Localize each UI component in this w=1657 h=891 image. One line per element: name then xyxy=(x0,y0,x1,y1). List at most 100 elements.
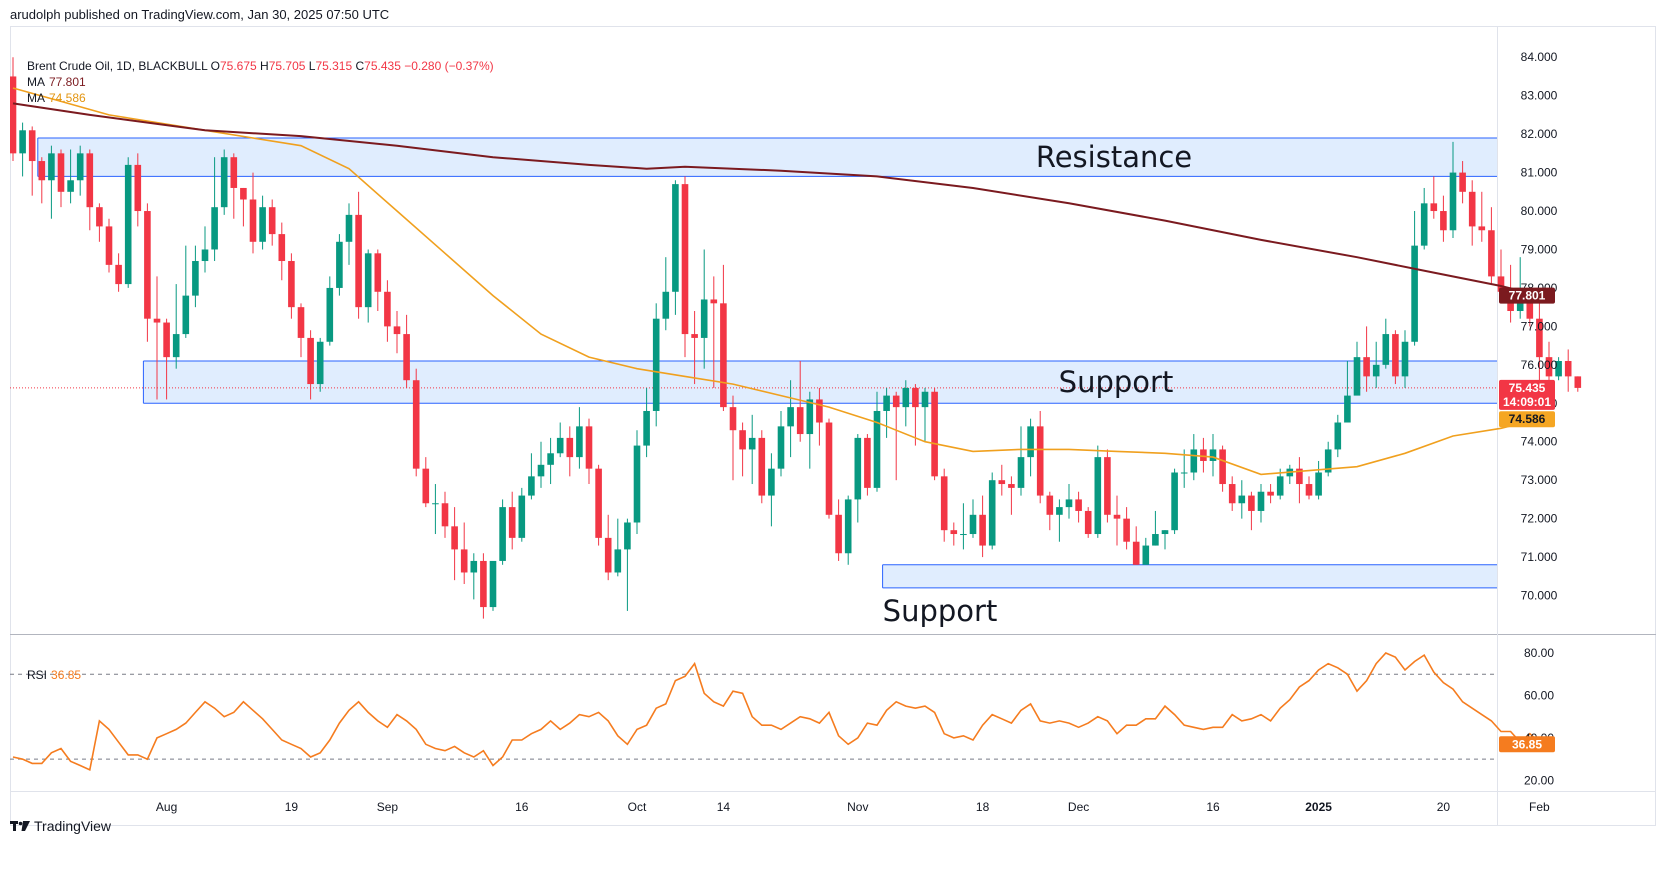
candle xyxy=(326,276,334,346)
rsi-legend[interactable]: RSI 36.85 xyxy=(27,667,81,683)
footer-brand-label: TradingView xyxy=(34,818,112,834)
candle-body xyxy=(115,264,122,285)
candle-body xyxy=(1008,484,1015,488)
candle-body xyxy=(950,530,958,535)
candle xyxy=(585,418,593,485)
candle-body xyxy=(1267,491,1274,496)
candle-body xyxy=(700,299,708,338)
candle xyxy=(739,422,746,477)
candle xyxy=(19,122,26,177)
candle-body xyxy=(988,480,996,546)
candle xyxy=(1478,191,1486,242)
candle-body xyxy=(1113,514,1121,519)
ma-slow-value: 77.801 xyxy=(49,75,86,89)
candle xyxy=(182,245,190,338)
candle xyxy=(1027,418,1034,477)
candle-body xyxy=(422,468,430,504)
candle-body xyxy=(1363,357,1370,377)
time-tick-label: 20 xyxy=(1437,800,1451,814)
time-tick-label: Sep xyxy=(377,800,399,814)
candle-body xyxy=(768,468,775,496)
candle-body xyxy=(220,157,228,208)
price-tick-label: 74.000 xyxy=(1521,435,1558,449)
candle-body xyxy=(566,437,574,458)
candle xyxy=(412,368,420,477)
candle xyxy=(643,387,650,458)
candle-body xyxy=(1190,449,1198,473)
candle xyxy=(1353,341,1361,396)
candle xyxy=(1046,491,1054,531)
candle-body xyxy=(1430,203,1438,212)
candle xyxy=(1334,414,1342,458)
candle xyxy=(422,457,430,508)
candle xyxy=(979,495,986,558)
candle xyxy=(652,303,660,427)
candle-body xyxy=(547,453,554,465)
candle-body xyxy=(652,318,660,411)
chart-border xyxy=(10,26,1656,826)
price-tick-label: 79.000 xyxy=(1521,242,1558,256)
candle-body xyxy=(288,261,295,308)
candle-body xyxy=(672,184,679,292)
candle xyxy=(1296,457,1303,504)
candle-body xyxy=(86,153,94,208)
time-tick-label: 16 xyxy=(515,800,529,814)
candle xyxy=(1238,480,1246,519)
candle-body xyxy=(1497,276,1505,292)
candle xyxy=(556,422,564,458)
candle-body xyxy=(1238,495,1246,504)
candle-body xyxy=(1296,468,1303,485)
candle-body xyxy=(1324,449,1332,473)
candle-body xyxy=(172,334,180,358)
candle xyxy=(288,253,295,319)
symbol-legend[interactable]: Brent Crude Oil, 1D, BLACKBULL O75.675 H… xyxy=(27,58,494,74)
footer-brand[interactable]: TradingView xyxy=(10,818,111,834)
zone-label-1: Support xyxy=(1059,365,1174,399)
candle-body xyxy=(1411,245,1418,342)
candle-body xyxy=(259,207,266,242)
candle-body xyxy=(1036,426,1044,496)
candle-body xyxy=(1449,172,1457,231)
candle xyxy=(633,430,641,535)
candle xyxy=(576,407,583,469)
candle-body xyxy=(825,422,833,515)
candle xyxy=(547,437,554,485)
candle xyxy=(1219,445,1226,492)
candle xyxy=(10,57,17,162)
candle xyxy=(681,176,689,358)
ma-slow-legend[interactable]: MA 77.801 xyxy=(27,74,86,90)
candle xyxy=(1468,180,1476,246)
candle-body xyxy=(268,207,276,235)
candle-body xyxy=(182,295,190,335)
candle xyxy=(172,284,180,369)
ma-fast-legend[interactable]: MA 74.586 xyxy=(27,90,86,106)
candle xyxy=(1123,507,1130,550)
candle xyxy=(777,410,785,477)
publisher-caption: arudolph published on TradingView.com, J… xyxy=(10,7,390,22)
time-tick-label: Dec xyxy=(1068,800,1089,814)
candle-body xyxy=(643,410,650,446)
candle xyxy=(1392,330,1399,385)
candle xyxy=(38,157,46,204)
chart-canvas[interactable]: Resistance Support Support 84.000 83.000 82.0… xyxy=(10,26,1656,852)
candle xyxy=(825,418,833,519)
time-tick-label: Aug xyxy=(156,800,177,814)
candle-body xyxy=(1459,172,1466,192)
last-price-tag-bg xyxy=(1499,379,1555,410)
candle xyxy=(1315,460,1322,500)
candle xyxy=(854,434,862,523)
candle-body xyxy=(470,560,478,573)
candle-body xyxy=(48,153,55,181)
candle-body xyxy=(1065,499,1073,508)
price-tick-label: 71.000 xyxy=(1521,550,1558,564)
candle-body xyxy=(633,445,641,523)
candle xyxy=(278,222,286,281)
candle xyxy=(921,387,929,442)
low-label: L xyxy=(308,59,316,73)
candle xyxy=(249,172,257,254)
candle xyxy=(1104,449,1111,523)
zone-box-1 xyxy=(143,360,1497,404)
candle xyxy=(28,126,36,196)
candle-body xyxy=(576,426,583,458)
candle-body xyxy=(1392,334,1399,377)
